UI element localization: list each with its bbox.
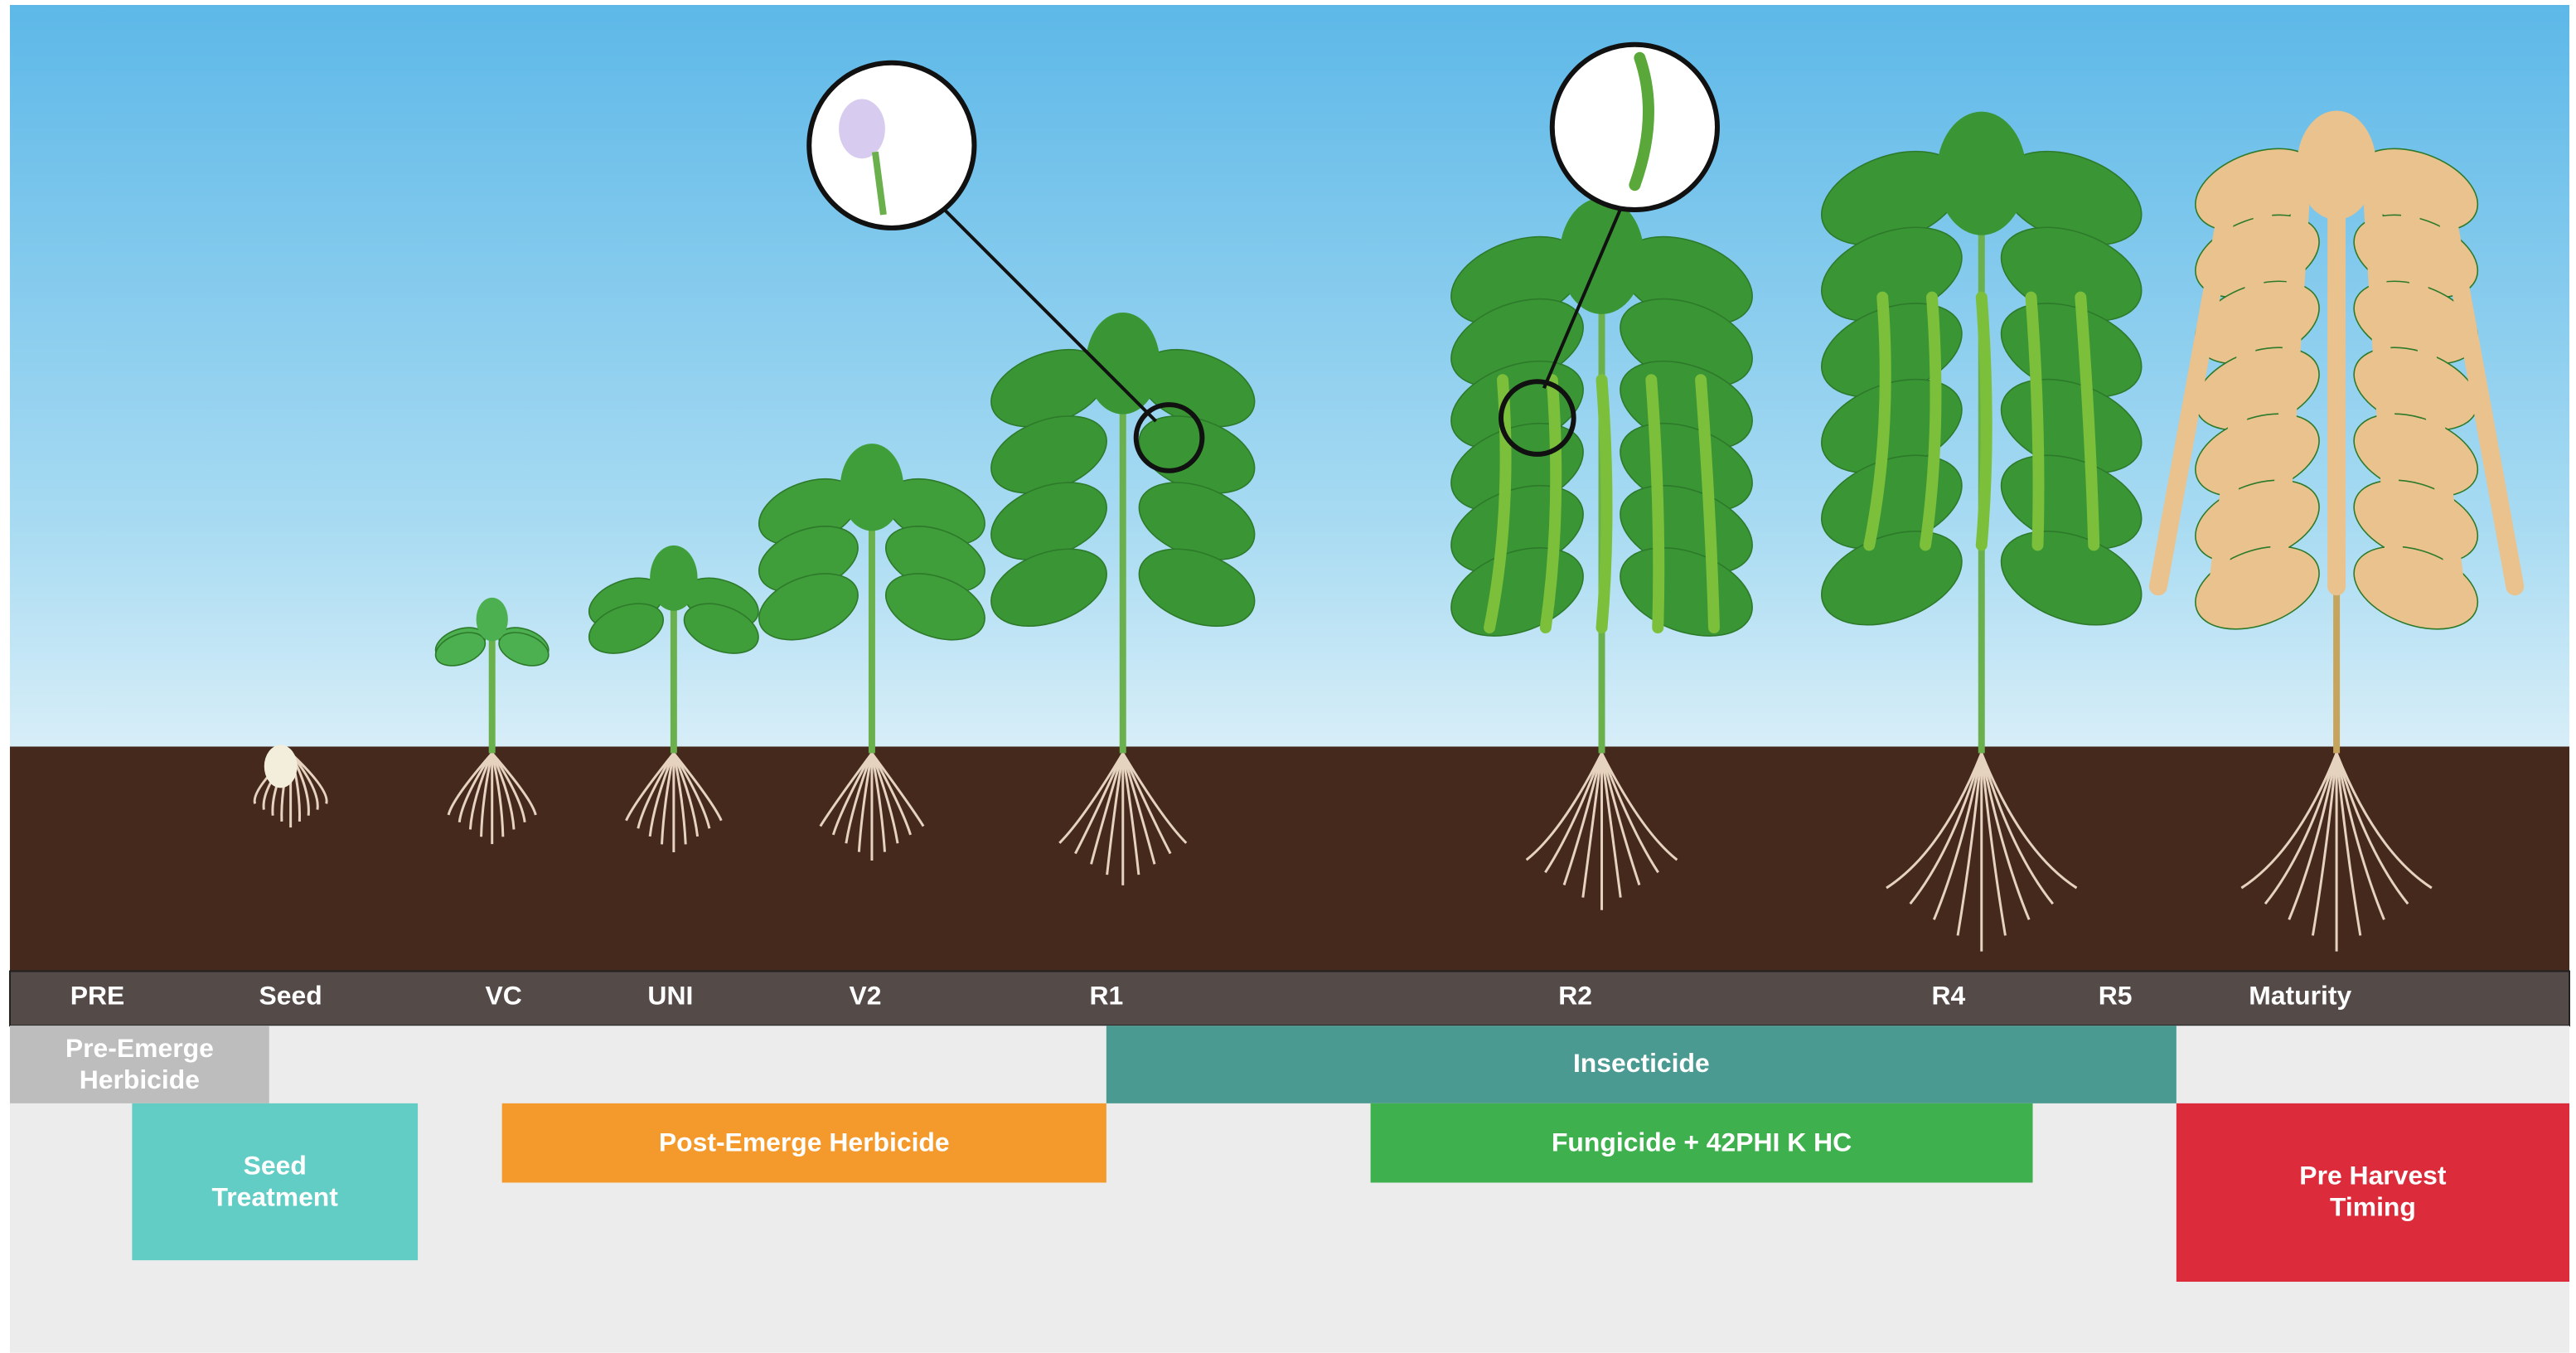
stage-label: R2 — [1558, 982, 1592, 1012]
seed — [264, 745, 298, 788]
treatment-block: Seed Treatment — [132, 1103, 418, 1260]
pod — [1602, 380, 1607, 628]
stage-label: UNI — [647, 982, 693, 1012]
stage-label: Seed — [259, 982, 322, 1012]
treatment-block: Fungicide + 42PHI K HC — [1371, 1103, 2033, 1183]
stage-bar — [10, 971, 2569, 1026]
leaf — [650, 546, 697, 611]
pod — [1982, 298, 1987, 546]
stage-label: V2 — [849, 982, 881, 1012]
treatment-block: Pre-Emerge Herbicide — [10, 1026, 269, 1103]
treatment-block: Pre Harvest Timing — [2177, 1103, 2569, 1282]
stage-label: Maturity — [2249, 982, 2351, 1012]
infographic: PRE Seed VC UNI V2 R1 R2 R4 R5 Maturity … — [0, 0, 2576, 1353]
stage-label: R1 — [1089, 982, 1123, 1012]
soil — [10, 747, 2569, 972]
stage-label: PRE — [70, 982, 125, 1012]
leaf — [1937, 112, 2026, 235]
leaf — [477, 598, 508, 642]
stage-label: VC — [486, 982, 522, 1012]
treatment-block: Insecticide — [1106, 1026, 2177, 1103]
treatment-block: Post-Emerge Herbicide — [502, 1103, 1106, 1183]
leaf — [840, 444, 904, 531]
sky — [10, 5, 2569, 749]
stage-label: R5 — [2099, 982, 2133, 1012]
stage-label: R4 — [1932, 982, 1966, 1012]
